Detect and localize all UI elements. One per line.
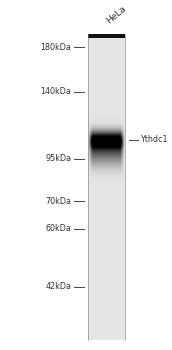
Bar	[106, 34, 107, 340]
Text: 140kDa: 140kDa	[40, 88, 71, 96]
Text: 42kDa: 42kDa	[45, 282, 71, 291]
Bar	[109, 34, 110, 340]
Bar	[88, 34, 125, 340]
Bar	[94, 34, 95, 340]
Bar	[116, 34, 117, 340]
Text: Ythdc1: Ythdc1	[140, 135, 168, 144]
Bar	[117, 34, 118, 340]
Bar	[114, 34, 115, 340]
Bar	[90, 34, 91, 340]
Bar	[104, 34, 105, 340]
Bar	[91, 34, 92, 340]
Bar	[121, 34, 122, 340]
Bar	[98, 34, 99, 340]
Bar	[122, 34, 123, 340]
Text: HeLa: HeLa	[105, 4, 128, 25]
Bar	[88, 34, 89, 340]
Bar	[99, 34, 100, 340]
Bar	[113, 34, 114, 340]
Bar	[119, 34, 120, 340]
Bar	[102, 34, 103, 340]
Bar	[107, 34, 108, 340]
Text: 180kDa: 180kDa	[40, 43, 71, 52]
Bar	[123, 34, 124, 340]
Bar	[95, 34, 96, 340]
Bar	[89, 34, 90, 340]
Bar	[93, 34, 94, 340]
Bar	[101, 34, 102, 340]
Text: 60kDa: 60kDa	[45, 224, 71, 233]
Bar	[92, 34, 93, 340]
Bar	[115, 34, 116, 340]
Bar	[112, 34, 113, 340]
Bar	[100, 34, 101, 340]
Bar	[120, 34, 121, 340]
Bar	[111, 34, 112, 340]
Bar	[88, 34, 125, 38]
Bar	[108, 34, 109, 340]
Bar	[124, 34, 125, 340]
Text: 70kDa: 70kDa	[45, 197, 71, 206]
Bar	[103, 34, 104, 340]
Bar	[118, 34, 119, 340]
Text: 95kDa: 95kDa	[45, 154, 71, 163]
Bar	[96, 34, 98, 340]
Bar	[105, 34, 106, 340]
Bar	[110, 34, 111, 340]
